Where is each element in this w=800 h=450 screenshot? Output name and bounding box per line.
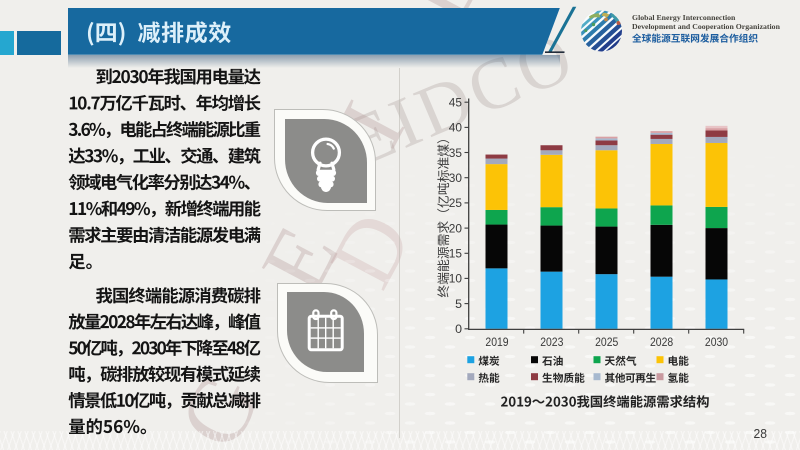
svg-text:20: 20 <box>449 221 463 235</box>
svg-text:28: 28 <box>754 427 768 441</box>
svg-text:45: 45 <box>449 95 463 109</box>
svg-text:25: 25 <box>449 196 463 210</box>
svg-text:35: 35 <box>449 146 463 160</box>
svg-text:10: 10 <box>449 272 463 286</box>
svg-text:5: 5 <box>455 297 462 311</box>
svg-text:2028: 2028 <box>650 335 674 349</box>
svg-text:0: 0 <box>455 322 462 336</box>
svg-text:2030: 2030 <box>705 335 729 349</box>
svg-text:15: 15 <box>449 247 463 261</box>
svg-text:30: 30 <box>449 171 463 185</box>
svg-text:2019: 2019 <box>485 335 508 349</box>
svg-text:2023: 2023 <box>540 335 564 349</box>
svg-text:40: 40 <box>449 121 463 135</box>
svg-text:2025: 2025 <box>595 335 619 349</box>
